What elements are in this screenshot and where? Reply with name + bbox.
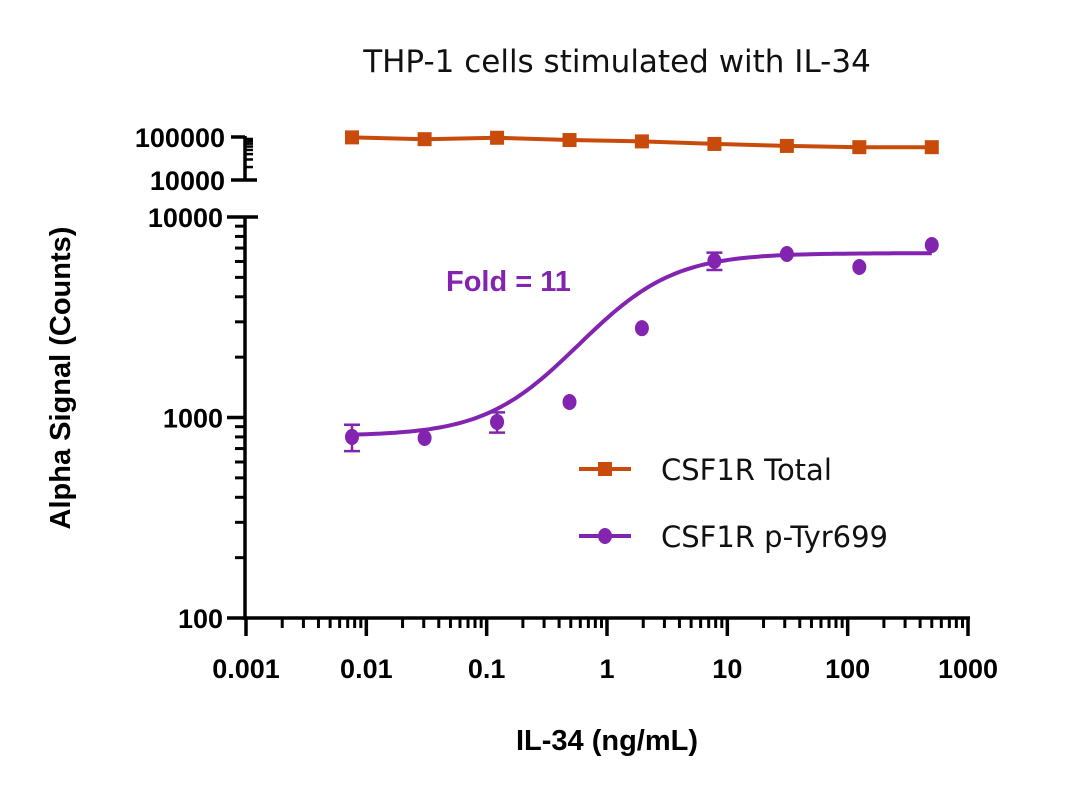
- data-point: [562, 133, 577, 148]
- y-tick-label: 1000: [163, 404, 223, 434]
- series-line: [351, 251, 932, 437]
- data-point: [779, 138, 794, 153]
- data-point: [417, 430, 432, 447]
- data-point: [562, 393, 577, 410]
- y-tick-label: 10000: [150, 166, 225, 196]
- data-point: [852, 140, 867, 155]
- x-tick-label: 1: [599, 654, 614, 684]
- data-point: [344, 428, 359, 445]
- data-point: [634, 134, 649, 149]
- legend-swatch-marker: [598, 462, 612, 476]
- x-tick-label: 0.01: [340, 654, 393, 684]
- series-csf1r-p-tyr699: [343, 237, 939, 453]
- series-csf1r-total: [344, 130, 939, 155]
- y-tick-label: 10000: [148, 203, 223, 233]
- data-point: [852, 259, 867, 276]
- legend-label: CSF1R p-Tyr699: [661, 520, 888, 554]
- x-axis-title: IL-34 (ng/mL): [516, 725, 698, 757]
- y-tick-label: 100: [178, 604, 223, 634]
- legend-swatch-marker: [598, 528, 612, 544]
- legend-item: CSF1R Total: [579, 453, 832, 487]
- x-tick-label: 1000: [938, 654, 998, 684]
- data-point: [490, 413, 505, 430]
- chart-title: THP-1 cells stimulated with IL-34: [362, 44, 871, 80]
- legend-label: CSF1R Total: [661, 453, 832, 487]
- x-tick-label: 0.001: [212, 654, 280, 684]
- annotation-layer: Fold = 11: [446, 266, 571, 298]
- data-point: [924, 140, 939, 155]
- data-point: [634, 320, 649, 337]
- data-point: [490, 130, 505, 145]
- legend: CSF1R Total CSF1R p-Tyr699: [579, 453, 888, 554]
- data-point: [924, 237, 939, 254]
- fold-annotation: Fold = 11: [446, 266, 571, 298]
- x-tick-label: 0.1: [468, 654, 506, 684]
- data-point: [344, 130, 359, 145]
- y-tick-label: 100000: [135, 123, 225, 153]
- data-point: [707, 252, 722, 269]
- axes: 0.001 0.01 0.1 1 10 100 1000 100 1000 10000 10000 1…: [135, 123, 998, 684]
- data-point: [779, 245, 794, 262]
- data-point: [417, 132, 432, 147]
- x-tick-label: 100: [825, 654, 870, 684]
- series-layer: [343, 130, 939, 453]
- legend-item: CSF1R p-Tyr699: [579, 520, 888, 554]
- data-point: [707, 136, 722, 151]
- y-axis-title: Alpha Signal (Counts): [45, 227, 77, 530]
- x-tick-label: 10: [712, 654, 742, 684]
